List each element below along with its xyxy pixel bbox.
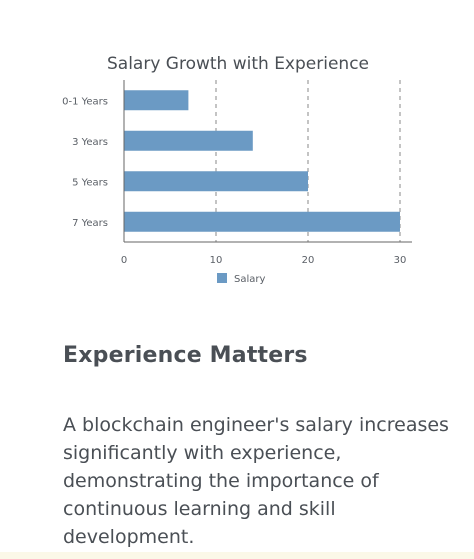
section-body: A blockchain engineer's salary increases… xyxy=(63,414,449,548)
salary-chart: Salary Growth with Experience 0-1 Years 3… xyxy=(62,54,412,285)
category-label-3: 7 Years xyxy=(72,218,108,229)
category-label-0: 0-1 Years xyxy=(62,96,108,107)
chart-category-labels: 0-1 Years 3 Years 5 Years 7 Years xyxy=(62,96,108,229)
x-tick-label-1: 10 xyxy=(210,255,223,266)
x-tick-label-0: 0 xyxy=(121,255,127,266)
category-label-2: 5 Years xyxy=(72,177,108,188)
bar-3 xyxy=(124,211,400,232)
legend-swatch xyxy=(217,273,227,283)
chart-grid xyxy=(215,80,401,242)
bar-2 xyxy=(124,171,308,192)
chart-axes xyxy=(123,80,412,243)
chart-legend: Salary xyxy=(217,273,265,285)
bottom-strip xyxy=(0,552,474,559)
legend-label: Salary xyxy=(234,274,265,285)
chart-title: Salary Growth with Experience xyxy=(107,54,369,74)
chart-bars xyxy=(124,90,400,232)
x-tick-label-2: 20 xyxy=(302,255,315,266)
chart-tick-labels: 0 10 20 30 xyxy=(121,255,407,266)
bar-1 xyxy=(124,130,253,151)
category-label-1: 3 Years xyxy=(72,137,108,148)
bar-0 xyxy=(124,90,189,111)
x-tick-label-3: 30 xyxy=(394,255,407,266)
section-title: Experience Matters xyxy=(63,343,308,368)
